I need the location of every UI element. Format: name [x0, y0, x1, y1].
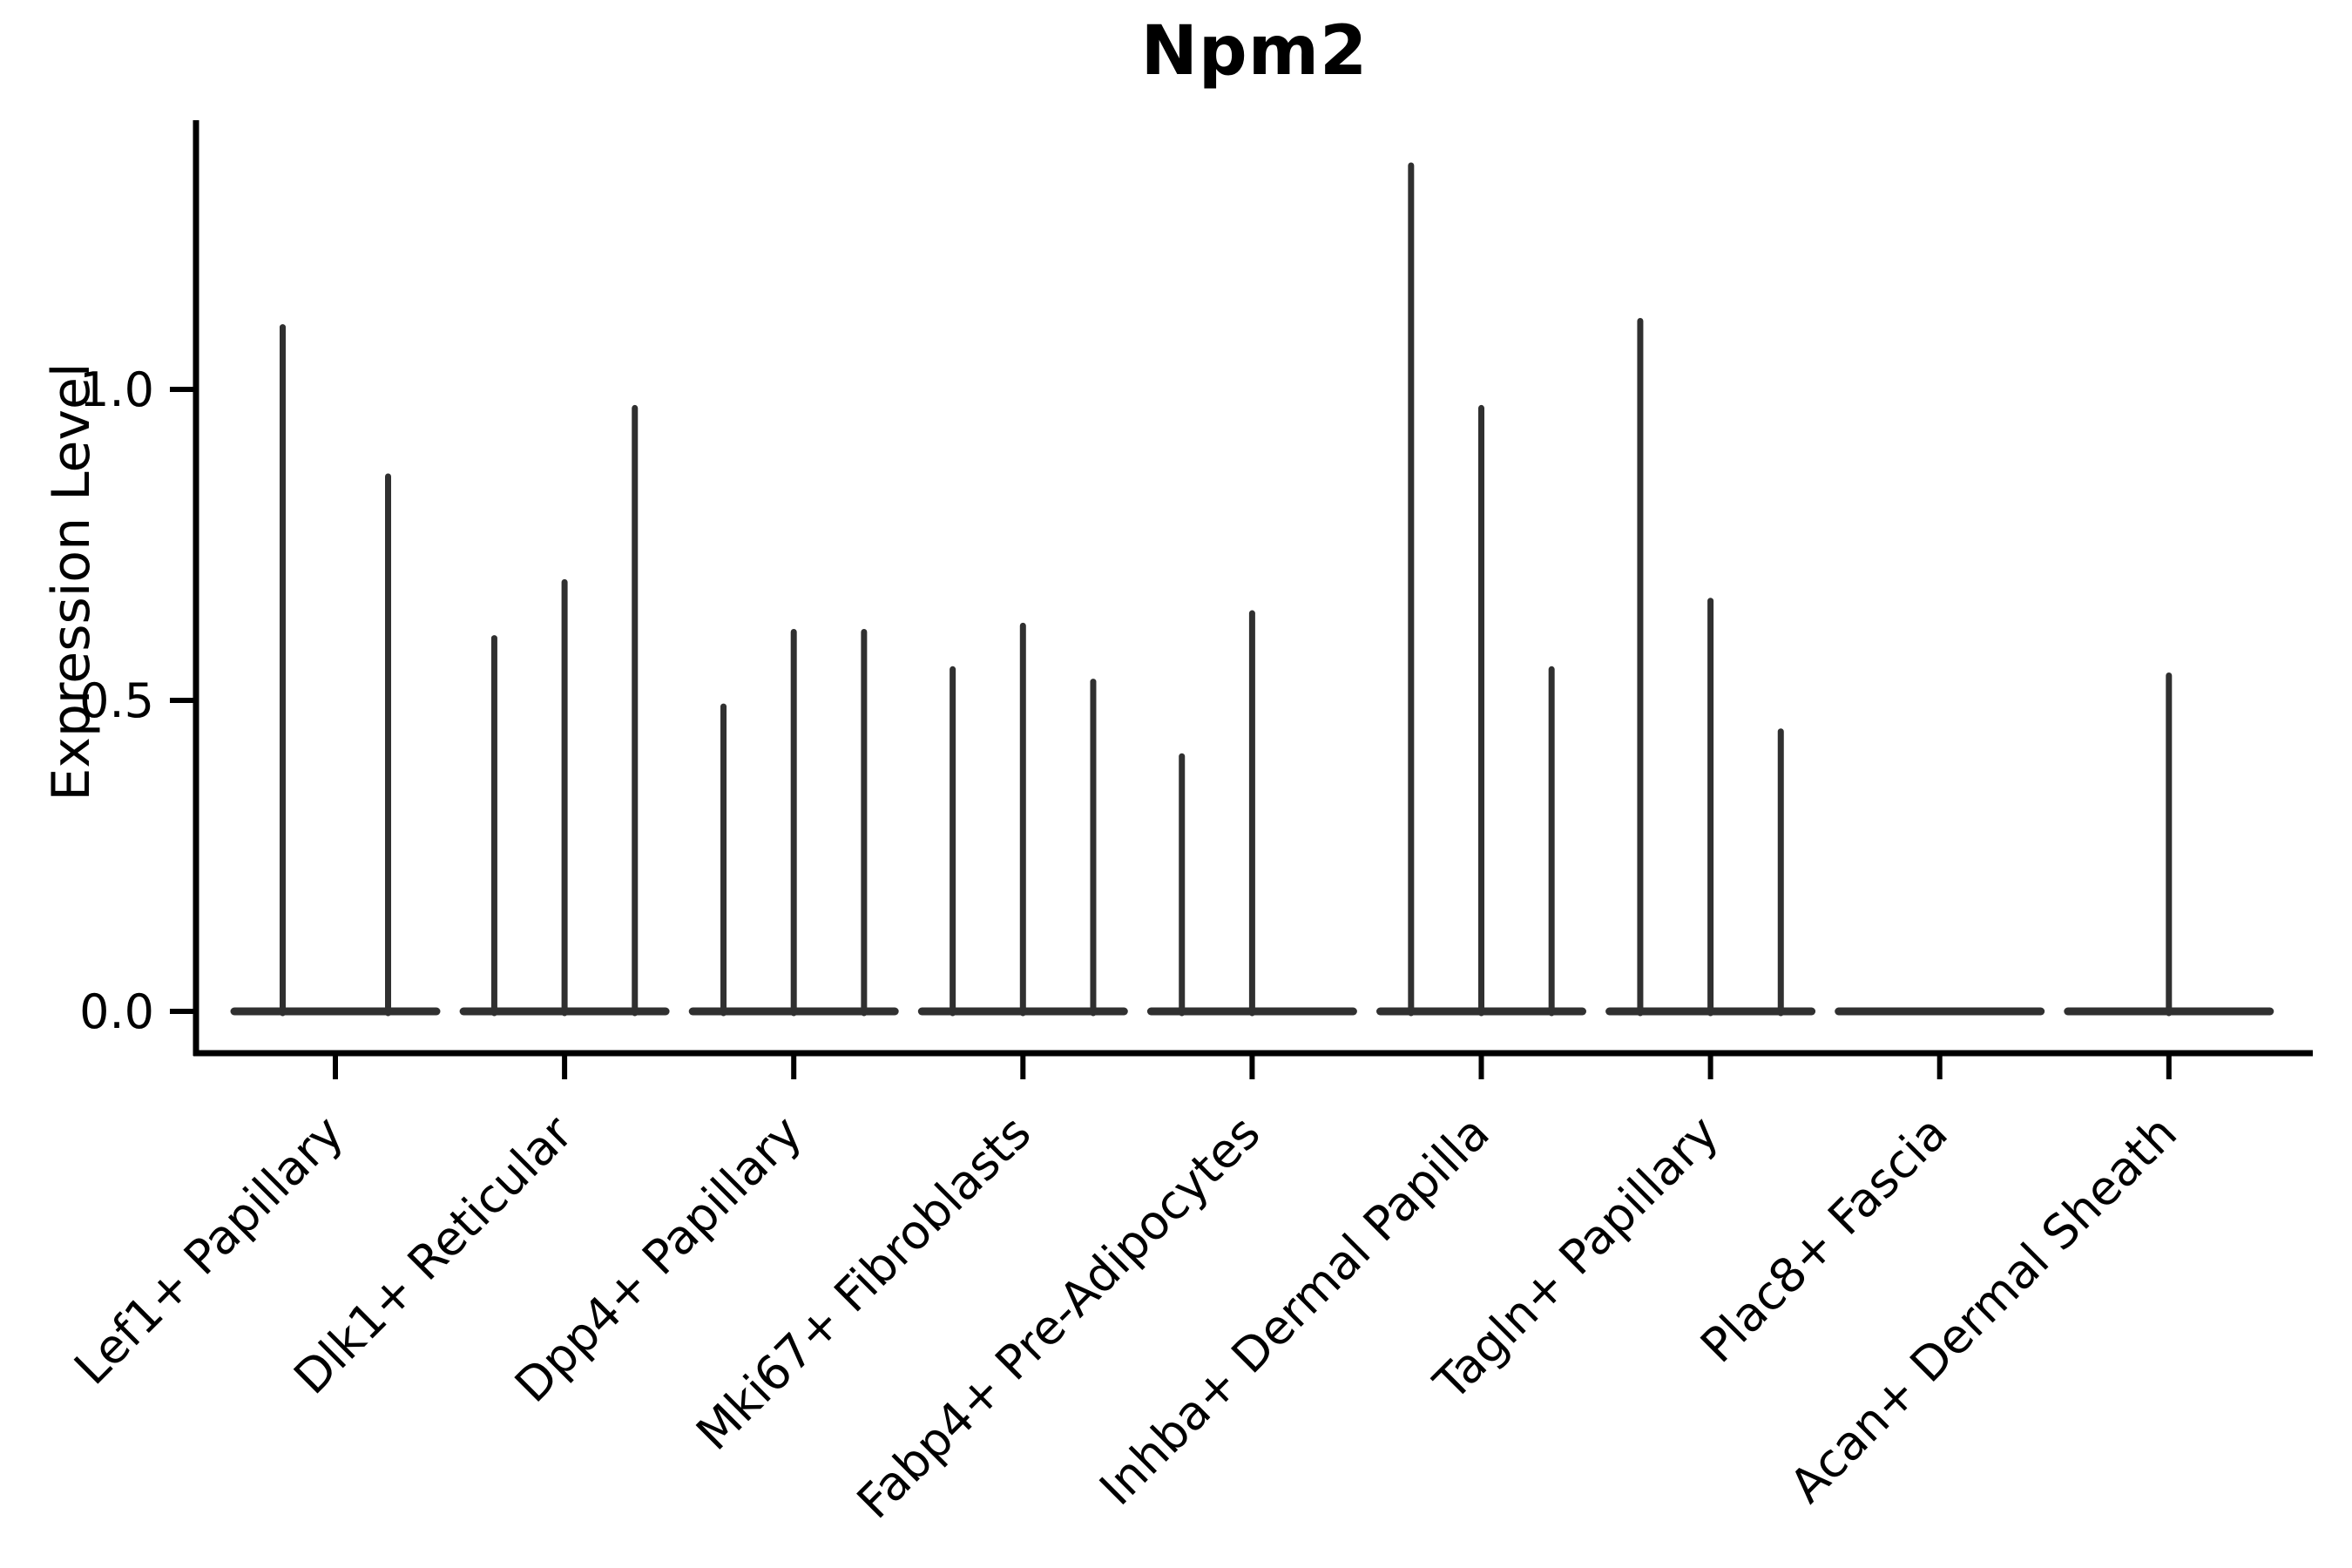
y-tick-label: 1.0 — [79, 362, 154, 417]
x-tick-label: Acan+ Dermal Sheath — [1780, 1105, 2187, 1513]
x-tick-label: Plac8+ Fascia — [1690, 1105, 1958, 1374]
x-tick-label: Inhba+ Dermal Papilla — [1089, 1105, 1499, 1516]
x-tick-label: Fabp4+ Pre-Adipocytes — [847, 1105, 1271, 1530]
y-tick-label: 0.0 — [79, 984, 154, 1039]
chart-title: Npm2 — [1140, 12, 1369, 91]
y-tick-label: 0.5 — [79, 673, 154, 728]
